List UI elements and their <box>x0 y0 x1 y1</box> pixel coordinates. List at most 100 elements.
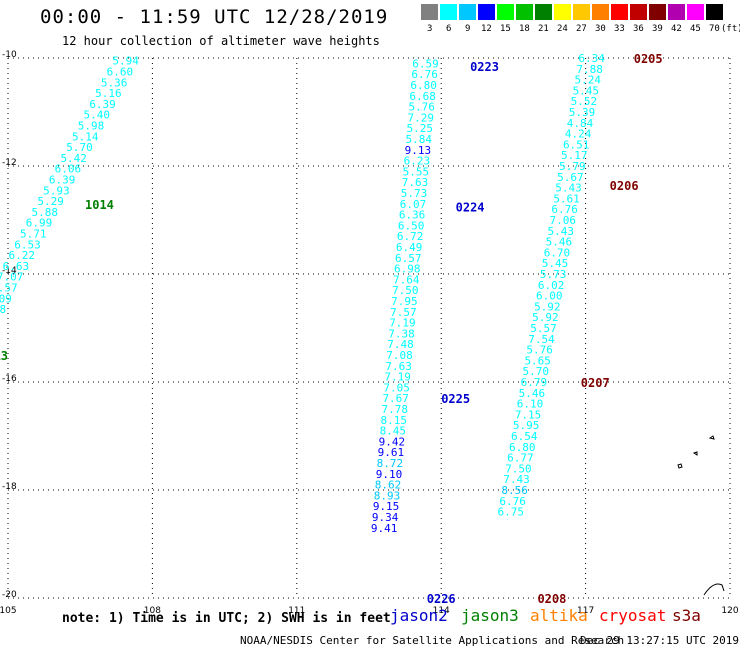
y-tick-label: -16 <box>2 374 17 384</box>
scale-label: 36 <box>633 24 644 34</box>
y-tick-label: -18 <box>2 482 17 492</box>
wave-height-point: 6.51 <box>563 138 590 151</box>
wave-height-point: 6.07 <box>400 198 427 211</box>
wave-height-point: 7.19 <box>389 317 416 330</box>
scale-label: 3 <box>427 24 433 34</box>
wave-height-point: 6.79 <box>521 376 548 389</box>
wave-height-point: 6.36 <box>399 209 426 222</box>
wave-height-point: 5.70 <box>523 365 550 378</box>
scale-label: 24 <box>557 24 568 34</box>
x-tick-label: 117 <box>577 606 594 616</box>
wave-height-point: 9.34 <box>372 511 399 524</box>
pass-time-label: 0207 <box>581 376 610 390</box>
wave-height-point: 5.39 <box>569 106 596 119</box>
scale-label: 70 <box>709 24 720 34</box>
wave-height-point: 6.70 <box>544 246 571 259</box>
wave-height-point: 5.70 <box>66 141 93 154</box>
wave-height-point: 5.61 <box>553 192 580 205</box>
wave-height-point: 5.65 <box>524 354 551 367</box>
scale-swatch <box>630 4 647 20</box>
wave-height-point: 5.40 <box>84 109 111 122</box>
wave-height-point: 8.72 <box>377 457 404 470</box>
wave-height-point: 5.46 <box>519 387 546 400</box>
wave-height-point: 5.67 <box>557 171 584 184</box>
wave-height-point: 6.57 <box>395 252 422 265</box>
scale-swatch <box>687 4 704 20</box>
wave-height-point: 7.64 <box>393 273 420 286</box>
wave-height-point: 8.56 <box>501 484 528 497</box>
scale-swatch <box>668 4 685 20</box>
wave-height-point: 5.57 <box>530 322 557 335</box>
wave-height-point: 7.05 <box>383 381 410 394</box>
page-subtitle: 12 hour collection of altimeter wave hei… <box>62 34 380 48</box>
wave-height-point: 7.38 <box>388 327 415 340</box>
wave-height-point: 6.80 <box>410 79 437 92</box>
wave-height-point: 8.93 <box>374 489 401 502</box>
pass-time-label: 0224 <box>456 201 485 215</box>
x-tick-label: 111 <box>288 606 305 616</box>
wave-height-point: 6.77 <box>507 452 534 465</box>
x-tick-label: 120 <box>721 606 738 616</box>
pass-time-label: 0208 <box>537 592 566 606</box>
scale-swatch <box>573 4 590 20</box>
wave-height-point: 9.42 <box>379 435 406 448</box>
wave-height-point: 7.78 <box>381 403 408 416</box>
pass-time-label: 1014 <box>85 198 114 212</box>
wave-height-point: 7.43 <box>503 473 530 486</box>
wave-height-point: 7.88 <box>576 63 603 76</box>
scale-label: 39 <box>652 24 663 34</box>
wave-height-point: 7.50 <box>392 284 419 297</box>
wave-height-point: 5.17 <box>561 149 588 162</box>
scale-swatch <box>611 4 628 20</box>
scale-swatch <box>516 4 533 20</box>
footnote: note: 1) Time is in UTC; 2) SWH is in fe… <box>62 611 391 626</box>
wave-height-point: 6.76 <box>411 68 438 81</box>
generated-timestamp: Dec 29 13:27:15 UTC 2019 <box>580 634 739 647</box>
wave-height-point: 9.61 <box>378 446 405 459</box>
pass-time-label: 1013 <box>0 349 8 363</box>
wave-height-point: 5.71 <box>20 228 47 241</box>
wave-height-point: 6.76 <box>499 495 526 508</box>
wave-height-point: 5.73 <box>540 268 567 281</box>
scale-swatch <box>649 4 666 20</box>
wave-height-point: 6.53 <box>14 238 41 251</box>
wave-height-point: 5.46 <box>546 236 573 249</box>
wave-height-point: 6.72 <box>397 230 424 243</box>
wave-height-point: 5.55 <box>403 165 430 178</box>
wave-height-point: 9.10 <box>376 468 403 481</box>
wave-height-point: 6.39 <box>49 174 76 187</box>
scale-swatch <box>554 4 571 20</box>
satellite-label-jason2: jason2 <box>390 606 448 625</box>
coastline-shape <box>703 583 725 596</box>
scale-label: 30 <box>595 24 606 34</box>
scale-swatch <box>478 4 495 20</box>
scale-swatch <box>421 4 438 20</box>
wave-height-point: 5.36 <box>101 76 128 89</box>
wave-height-point: 6.60 <box>107 66 134 79</box>
wave-height-point: 5.79 <box>559 160 586 173</box>
wave-height-point: 6.23 <box>404 155 431 168</box>
wave-height-point: 8.62 <box>375 479 402 492</box>
wave-height-point: 7.48 <box>387 338 414 351</box>
pass-time-label: 0226 <box>427 592 456 606</box>
scale-swatch <box>459 4 476 20</box>
credit-line: NOAA/NESDIS Center for Satellite Applica… <box>240 634 625 647</box>
scale-label: 18 <box>519 24 530 34</box>
scale-swatch <box>497 4 514 20</box>
wave-height-point: 6.54 <box>511 430 538 443</box>
wave-height-point: 5.45 <box>542 257 569 270</box>
y-tick-label: -14 <box>2 266 17 276</box>
wave-height-point: 6.34 <box>578 52 605 65</box>
wave-height-point: 7.67 <box>382 392 409 405</box>
scale-unit: (ft) <box>721 24 740 34</box>
wave-height-point: 5.42 <box>60 152 87 165</box>
wave-height-point: 7.15 <box>515 408 542 421</box>
y-tick-label: -12 <box>2 158 17 168</box>
wave-height-point: 5.45 <box>573 84 600 97</box>
wave-height-point: 5.52 <box>571 95 598 108</box>
scale-label: 15 <box>500 24 511 34</box>
scale-swatch <box>440 4 457 20</box>
y-tick-label: -10 <box>2 50 17 60</box>
wave-height-point: 5.92 <box>534 300 561 313</box>
wave-height-point: 5.94 <box>112 55 139 68</box>
